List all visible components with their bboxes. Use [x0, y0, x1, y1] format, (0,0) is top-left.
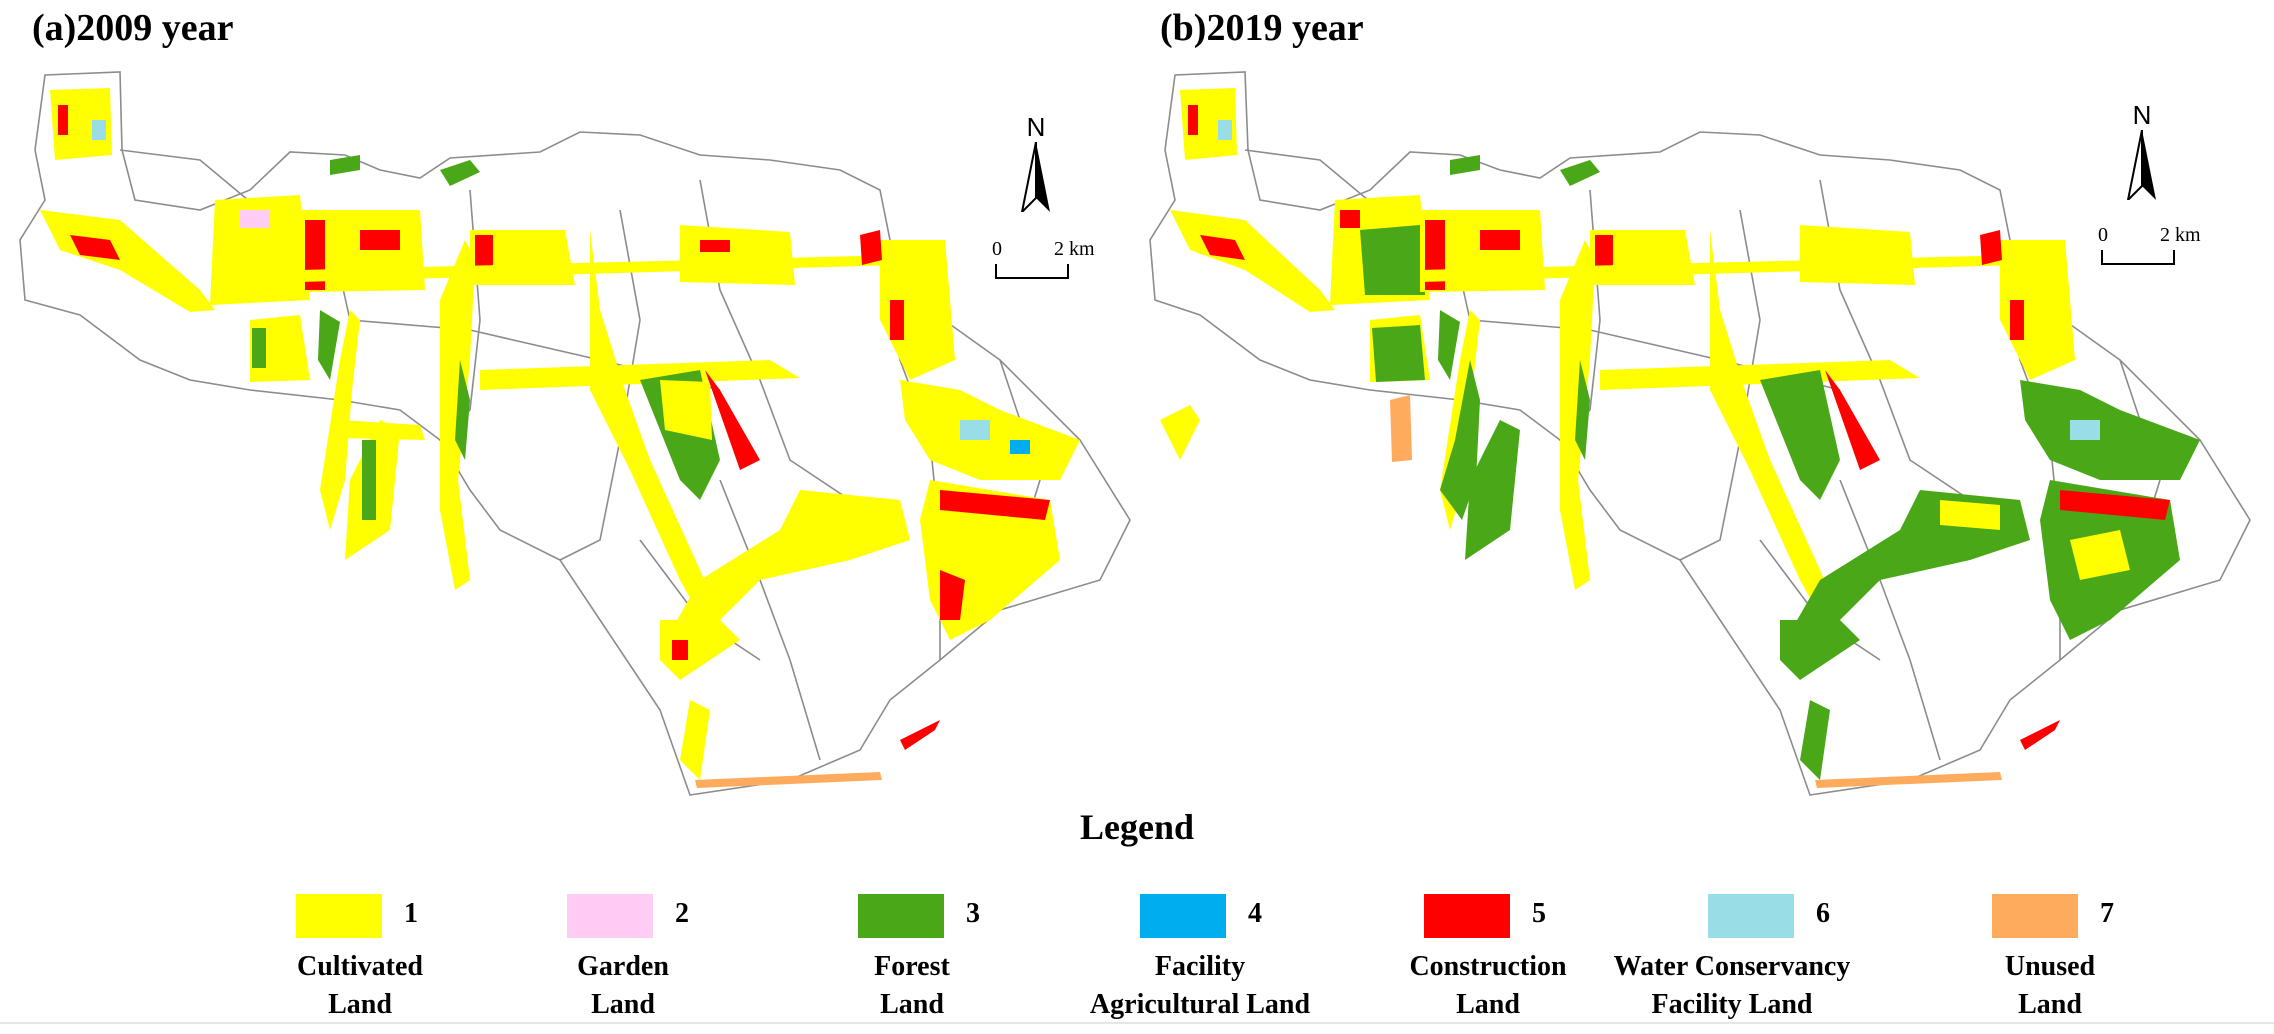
legend-name-line2: Facility Land: [1651, 989, 1813, 1020]
legend-item-facility-agricultural-land: 4 Facility Agricultural Land: [1090, 894, 1320, 1029]
legend-name-line1: Forest: [874, 951, 950, 982]
land-use-map-2019: [1140, 60, 2274, 810]
legend-name: Facility Agricultural Land: [1060, 948, 1340, 1024]
legend-name-line2: Agricultural Land: [1089, 989, 1311, 1020]
legend-swatch: [1708, 894, 1794, 938]
legend-item-cultivated-land: 1 Cultivated Land: [256, 894, 476, 1029]
legend-name-line2: Land: [591, 989, 655, 1020]
scale-zero-label: 0: [992, 238, 1002, 260]
legend-name-line1: Cultivated: [297, 951, 423, 982]
scale-zero-label: 0: [2098, 224, 2108, 246]
legend-title: Legend: [1079, 807, 1194, 847]
legend-code: 4: [1248, 898, 1262, 929]
legend-name-line2: Land: [880, 989, 944, 1020]
landuse-patches: [1160, 88, 2200, 788]
legend-item-unused-land: 7 Unused Land: [1952, 894, 2172, 1029]
legend-swatch: [858, 894, 944, 938]
legend-name: Garden Land: [513, 948, 733, 1024]
legend-swatch: [296, 894, 382, 938]
landuse-patches: [40, 88, 1080, 788]
legend-name: Forest Land: [802, 948, 1022, 1024]
north-arrow-icon: N: [2112, 100, 2172, 210]
panel-title-2009: (a)2009 year: [32, 7, 234, 49]
legend-name: Unused Land: [1940, 948, 2160, 1024]
legend-name: Cultivated Land: [250, 948, 470, 1024]
legend-name-line1: Facility: [1154, 951, 1246, 982]
legend-item-water-conservancy-facility-land: 6 Water Conservancy Facility Land: [1614, 894, 1888, 1029]
legend-name-line1: Garden: [577, 951, 669, 982]
legend-swatch: [1424, 894, 1510, 938]
legend-item-forest-land: 3 Forest Land: [818, 894, 1038, 1029]
legend-code: 3: [966, 898, 980, 929]
legend-swatch: [1140, 894, 1226, 938]
panel-title-2019: (b)2019 year: [1160, 7, 1364, 49]
legend-swatch: [567, 894, 653, 938]
north-label: N: [1026, 112, 1046, 142]
legend-name-line2: Land: [328, 989, 392, 1020]
scale-max-label: 2 km: [1054, 238, 1095, 260]
legend-name-line2: Land: [1456, 989, 1520, 1020]
legend-name: Construction Land: [1378, 948, 1598, 1024]
scale-max-label: 2 km: [2160, 224, 2201, 246]
scale-bar: 0 2 km: [992, 238, 1142, 298]
legend-name: Water Conservancy Facility Land: [1582, 948, 1882, 1024]
legend-code: 1: [404, 898, 418, 929]
legend-name-line1: Construction: [1409, 951, 1567, 982]
legend-name-line1: Unused: [2004, 951, 2096, 982]
legend-name-line2: Land: [2018, 989, 2082, 1020]
land-use-map-2009: [0, 60, 1140, 810]
legend-code: 5: [1532, 898, 1546, 929]
legend-code: 6: [1816, 898, 1830, 929]
legend-code: 2: [675, 898, 689, 929]
scale-bar: 0 2 km: [2098, 224, 2248, 284]
legend-item-garden-land: 2 Garden Land: [527, 894, 747, 1029]
legend-name-line1: Water Conservancy: [1613, 951, 1851, 982]
legend-code: 7: [2100, 898, 2114, 929]
legend-item-construction-land: 5 Construction Land: [1384, 894, 1604, 1029]
bottom-divider: [0, 1022, 2274, 1024]
north-arrow-icon: N: [1006, 112, 1066, 222]
legend-swatch: [1992, 894, 2078, 938]
north-label: N: [2132, 100, 2152, 130]
